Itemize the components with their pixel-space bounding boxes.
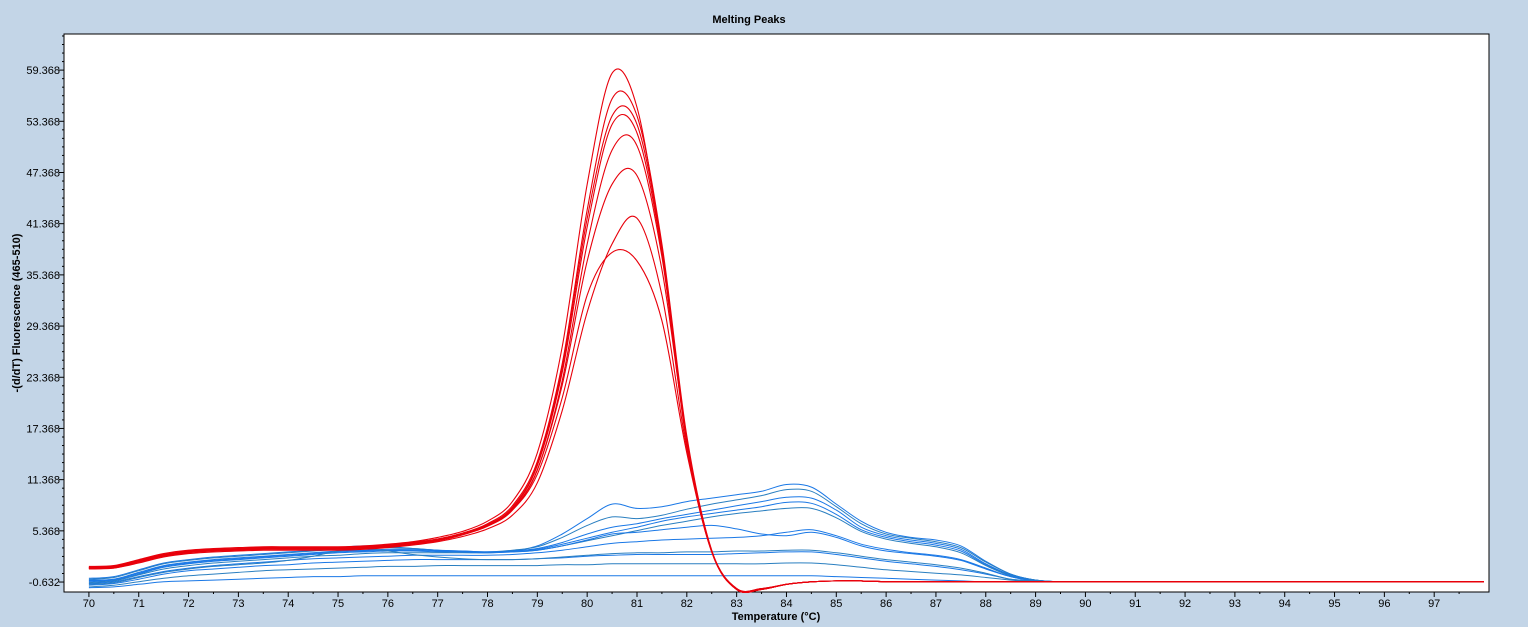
x-tick-label: 82 bbox=[681, 598, 693, 610]
x-tick-label: 89 bbox=[1029, 598, 1041, 610]
series-layer bbox=[88, 68, 1484, 593]
x-tick-label: 77 bbox=[432, 598, 444, 610]
x-tick-label: 97 bbox=[1428, 598, 1440, 610]
y-axis: -0.632 5.368 11.368 17.368 23.368 29.368 35.36… bbox=[26, 35, 64, 589]
x-tick-label: 87 bbox=[930, 598, 942, 610]
y-tick-label: 35.368 bbox=[26, 270, 60, 282]
y-tick-label: 47.368 bbox=[26, 167, 60, 179]
x-tick-label: 95 bbox=[1328, 598, 1340, 610]
chart-title: Melting Peaks bbox=[712, 14, 785, 26]
red-curve bbox=[88, 249, 1484, 593]
y-tick-label: 17.368 bbox=[26, 423, 60, 435]
x-tick-label: 71 bbox=[133, 598, 145, 610]
x-tick-label: 86 bbox=[880, 598, 892, 610]
x-tick-label: 70 bbox=[83, 598, 95, 610]
y-tick-label: 41.368 bbox=[26, 219, 60, 231]
x-tick-label: 93 bbox=[1229, 598, 1241, 610]
x-tick-label: 85 bbox=[830, 598, 842, 610]
x-tick-label: 88 bbox=[980, 598, 992, 610]
x-tick-label: 75 bbox=[332, 598, 344, 610]
x-tick-label: 83 bbox=[731, 598, 743, 610]
y-tick-label: 53.368 bbox=[26, 116, 60, 128]
x-tick-label: 74 bbox=[282, 598, 294, 610]
y-tick-label: 29.368 bbox=[26, 321, 60, 333]
y-axis-label: -(d/dT) Fluorescence (465-510) bbox=[11, 233, 23, 392]
plot-area bbox=[63, 33, 1490, 593]
x-axis-label: Temperature (°C) bbox=[732, 611, 821, 623]
x-tick-label: 81 bbox=[631, 598, 643, 610]
x-tick-label: 94 bbox=[1279, 598, 1291, 610]
x-tick-label: 91 bbox=[1129, 598, 1141, 610]
x-tick-label: 92 bbox=[1179, 598, 1191, 610]
x-tick-label: 96 bbox=[1378, 598, 1390, 610]
x-tick-label: 73 bbox=[232, 598, 244, 610]
y-tick-label: 23.368 bbox=[26, 372, 60, 384]
x-tick-label: 79 bbox=[531, 598, 543, 610]
y-tick-label: 5.368 bbox=[32, 526, 60, 538]
x-tick-label: 72 bbox=[182, 598, 194, 610]
x-tick-label: 90 bbox=[1079, 598, 1091, 610]
y-tick-label: 11.368 bbox=[27, 475, 60, 487]
y-tick-label: -0.632 bbox=[29, 577, 60, 589]
x-axis: 70 71 72 73 74 75 76 77 78 79 80 81 82 83 84 85 86 87 88 89… bbox=[83, 592, 1460, 610]
y-tick-label: 59.368 bbox=[26, 65, 60, 77]
x-tick-label: 80 bbox=[581, 598, 593, 610]
x-tick-label: 76 bbox=[382, 598, 394, 610]
x-tick-label: 78 bbox=[481, 598, 493, 610]
x-tick-label: 84 bbox=[780, 598, 792, 610]
